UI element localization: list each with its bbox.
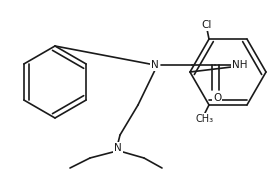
Text: N: N xyxy=(114,143,122,153)
Text: N: N xyxy=(151,60,159,70)
Text: CH₃: CH₃ xyxy=(196,114,214,124)
Text: Cl: Cl xyxy=(202,20,212,30)
Text: NH: NH xyxy=(232,60,248,70)
Text: O: O xyxy=(213,93,221,103)
